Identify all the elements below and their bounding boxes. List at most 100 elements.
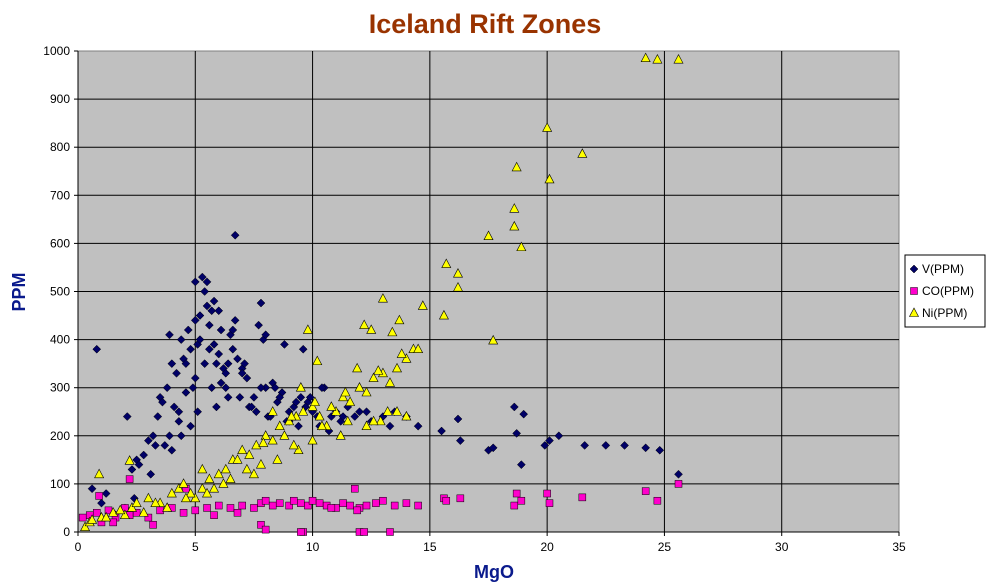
- ni-ppm-point: [577, 148, 588, 158]
- v-ppm-point: [174, 407, 184, 417]
- ni-ppm-point: [542, 122, 553, 132]
- v-ppm-point: [296, 392, 306, 402]
- x-tick-label: 0: [75, 540, 82, 554]
- co-ppm-point: [297, 528, 305, 536]
- v-ppm-point: [305, 392, 315, 402]
- ni-ppm-point: [368, 372, 379, 382]
- v-ppm-point: [134, 460, 144, 470]
- ni-ppm-point: [197, 463, 208, 474]
- x-tick-label: 15: [423, 540, 437, 554]
- ni-ppm-point: [396, 348, 407, 358]
- ni-ppm-point: [255, 459, 266, 469]
- co-ppm-point: [275, 499, 284, 507]
- ni-ppm-point: [384, 377, 395, 387]
- ni-ppm-point: [509, 220, 520, 231]
- co-ppm-point: [191, 506, 200, 515]
- v-ppm-point: [195, 311, 205, 320]
- v-ppm-point: [641, 443, 651, 453]
- v-ppm-point: [280, 340, 289, 349]
- v-ppm-point: [254, 320, 263, 330]
- ni-ppm-point: [338, 391, 349, 402]
- v-ppm-point: [298, 344, 308, 354]
- v-ppm-point: [488, 443, 498, 453]
- ni-ppm-point: [342, 415, 353, 426]
- ni-ppm-point: [401, 410, 412, 421]
- v-ppm-point: [92, 344, 102, 354]
- ni-ppm-point: [204, 473, 215, 483]
- v-ppm-point: [230, 316, 240, 325]
- v-ppm-point: [97, 498, 106, 508]
- ni-ppm-point: [293, 444, 304, 455]
- y-tick-label: 100: [50, 477, 70, 491]
- v-ppm-point: [205, 344, 214, 354]
- co-ppm-point: [379, 496, 387, 505]
- legend: V(PPM) CO(PPM) Ni(PPM): [904, 254, 986, 328]
- ni-ppm-point: [180, 492, 191, 503]
- ni-ppm-point: [307, 434, 318, 445]
- ni-ppm-point: [441, 258, 452, 268]
- legend-box: [904, 254, 986, 328]
- v-ppm-point: [242, 373, 252, 383]
- legend-square-icon: [910, 287, 918, 295]
- v-ppm-point: [249, 392, 259, 402]
- v-ppm-point: [235, 392, 245, 402]
- y-tick-label: 700: [50, 188, 70, 202]
- ni-ppm-point: [232, 454, 243, 464]
- y-tick-label: 800: [50, 140, 70, 154]
- v-ppm-point: [223, 392, 233, 402]
- v-ppm-point: [228, 325, 238, 335]
- ni-ppm-point: [382, 406, 393, 416]
- v-ppm-point: [509, 402, 519, 412]
- v-ppm-point: [294, 421, 303, 431]
- x-tick-label: 30: [775, 540, 789, 554]
- ni-ppm-point: [185, 487, 196, 498]
- ni-ppm-point: [197, 483, 208, 493]
- v-ppm-point: [202, 301, 212, 311]
- co-ppm-point: [93, 509, 101, 517]
- v-ppm-point: [169, 402, 179, 412]
- ni-ppm-point: [413, 343, 424, 354]
- co-ppm-point: [261, 525, 270, 534]
- ni-ppm-point: [286, 410, 297, 421]
- legend-label: Ni(PPM): [922, 306, 967, 320]
- v-ppm-point: [455, 436, 465, 445]
- ni-ppm-point: [488, 334, 499, 345]
- v-ppm-point: [101, 489, 111, 498]
- y-tick-label: 900: [50, 92, 70, 106]
- ni-ppm-point: [316, 420, 327, 430]
- ni-ppm-point: [354, 382, 365, 392]
- v-ppm-point: [197, 272, 207, 282]
- co-ppm-point: [268, 501, 277, 510]
- v-ppm-point: [221, 368, 231, 378]
- ni-ppm-point: [80, 521, 91, 531]
- v-ppm-point: [221, 383, 231, 393]
- ni-ppm-point: [124, 455, 135, 465]
- v-ppm-point: [655, 445, 665, 455]
- v-ppm-point: [317, 383, 327, 393]
- v-ppm-point: [148, 431, 158, 441]
- ni-ppm-point: [202, 487, 213, 498]
- ni-ppm-point: [640, 52, 651, 63]
- v-ppm-point: [230, 230, 240, 240]
- ni-ppm-point: [94, 468, 105, 479]
- co-ppm-point: [372, 499, 380, 507]
- v-ppm-point: [256, 383, 266, 393]
- ni-ppm-point: [352, 362, 363, 373]
- v-ppm-point: [251, 407, 261, 417]
- v-ppm-point: [545, 436, 554, 445]
- ni-ppm-point: [288, 439, 299, 450]
- ni-ppm-point: [220, 463, 231, 474]
- ni-ppm-point: [516, 241, 527, 252]
- ni-ppm-point: [326, 401, 337, 411]
- ni-ppm-point: [307, 401, 318, 411]
- co-ppm-point: [327, 504, 336, 512]
- v-ppm-point: [228, 344, 238, 354]
- v-ppm-point: [212, 402, 221, 412]
- co-ppm-point: [543, 489, 551, 498]
- ni-ppm-point: [652, 54, 663, 64]
- x-axis-label: MgO: [474, 562, 514, 582]
- v-ppm-point: [601, 441, 611, 450]
- co-ppm-point: [402, 499, 411, 507]
- v-ppm-point: [291, 397, 301, 407]
